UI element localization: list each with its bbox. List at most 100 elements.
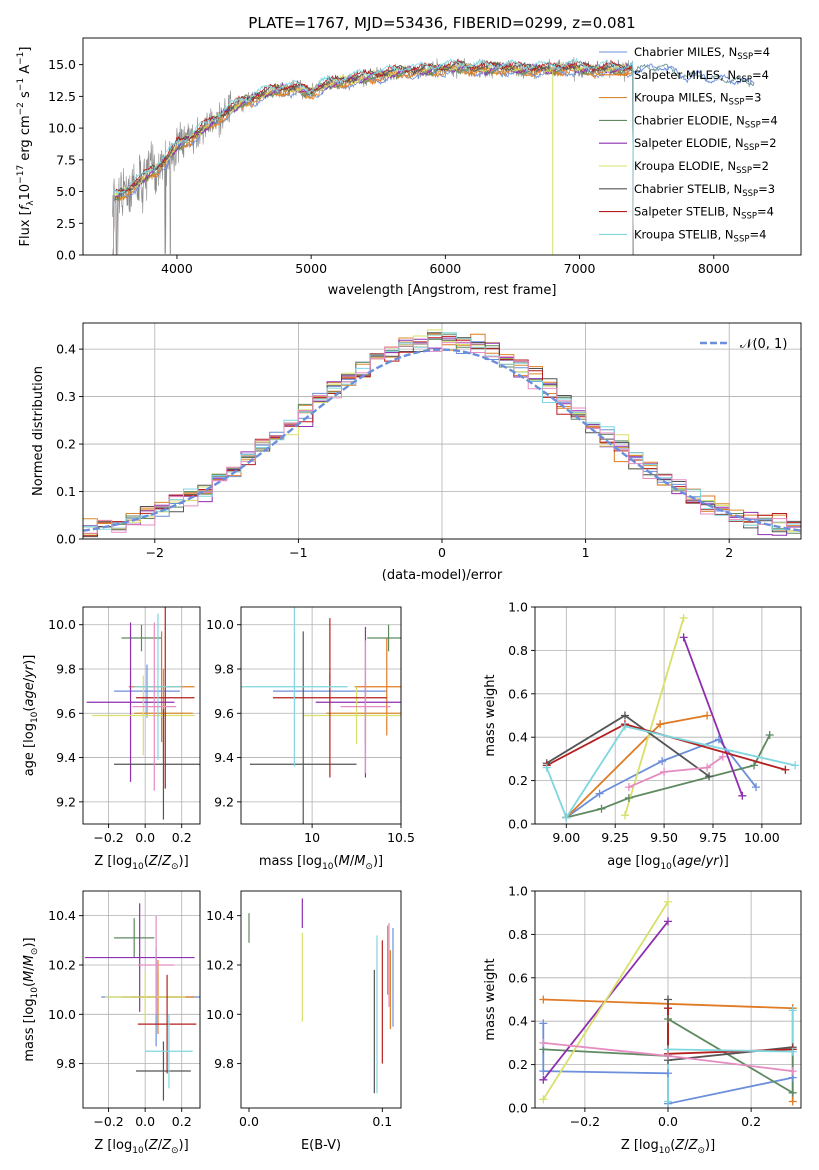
mass-weight-vs-age-panel: 9.00 9.25 9.50 9.75 10.00 0.0 0.2 0.4 0.6 0.8 1.0 a… bbox=[483, 600, 802, 872]
x-tick-label: 1 bbox=[582, 545, 590, 560]
legend-entry: Salpeter STELIB, NSSP=4 bbox=[634, 205, 774, 222]
series-line bbox=[682, 637, 744, 797]
y-tick-label: 0.8 bbox=[508, 643, 528, 658]
spectrum-panel: 4000 5000 6000 7000 8000 0.0 2.5 5.0 7.5 10.0 12.5… bbox=[16, 14, 802, 298]
observed-spectrum bbox=[112, 57, 634, 255]
y-tick-label: 0.4 bbox=[508, 730, 528, 745]
age-vs-mass-panel: 10 10.5 9.2 9.4 9.6 9.8 10.0 mass [log10(M/M⊙)] bbox=[206, 606, 415, 872]
mass-weight-vs-z-panel: −0.2 0.0 0.2 0.0 0.2 0.4 0.6 0.8 1.0 Z [log10(Z/Z… bbox=[483, 884, 802, 1156]
legend-entry: 𝒩(0, 1) bbox=[740, 337, 787, 352]
mass-vs-z-plot-area bbox=[84, 903, 200, 1101]
series-marker bbox=[539, 1075, 548, 1084]
chart-title: PLATE=1767, MJD=53436, FIBERID=0299, z=0… bbox=[248, 14, 635, 32]
x-axis-label: E(B-V) bbox=[301, 1138, 341, 1153]
y-tick-label: 0.6 bbox=[508, 970, 528, 985]
y-axis-label: mass weight bbox=[483, 958, 498, 1040]
model-extension-0 bbox=[632, 63, 755, 86]
y-tick-label: 0.3 bbox=[56, 389, 76, 404]
y-axis-label: age [log10(age/yr)] bbox=[22, 655, 40, 777]
y-tick-label: 9.8 bbox=[56, 1056, 76, 1071]
x-tick-label: 10.5 bbox=[387, 830, 415, 845]
y-tick-label: 10.4 bbox=[206, 908, 234, 923]
model-spectrum-2 bbox=[112, 63, 634, 255]
mass-weight-vs-age-frame bbox=[534, 606, 802, 825]
histogram-6 bbox=[83, 332, 801, 538]
series-marker bbox=[658, 757, 667, 766]
series-line bbox=[546, 723, 786, 771]
model-spectrum-1 bbox=[112, 65, 634, 255]
x-tick-label: 9.25 bbox=[601, 830, 629, 845]
y-tick-label: 0.1 bbox=[56, 484, 76, 499]
y-tick-label: 0.2 bbox=[508, 773, 528, 788]
legend-entry: Chabrier ELODIE, NSSP=4 bbox=[634, 113, 778, 130]
y-tick-label: 9.6 bbox=[214, 706, 234, 721]
series-marker bbox=[664, 917, 672, 926]
series-marker bbox=[620, 722, 629, 731]
y-tick-label: 10.0 bbox=[206, 1007, 234, 1022]
series-marker bbox=[620, 811, 629, 820]
x-tick-label: 0.0 bbox=[135, 830, 155, 845]
legend-entry: Kroupa STELIB, NSSP=4 bbox=[634, 227, 766, 244]
series-marker bbox=[703, 711, 712, 720]
y-axis-label: Normed distribution bbox=[31, 366, 46, 496]
series-marker bbox=[788, 1047, 797, 1056]
y-tick-label: 0.2 bbox=[56, 437, 76, 452]
x-tick-label: 0.1 bbox=[372, 1114, 392, 1129]
y-tick-label: 9.8 bbox=[56, 662, 76, 677]
x-tick-label: −2 bbox=[146, 545, 164, 560]
y-tick-label: 10.0 bbox=[48, 121, 76, 136]
spectrum-plot-area bbox=[112, 57, 755, 255]
y-tick-label: 10.2 bbox=[48, 957, 76, 972]
y-tick-label: 9.2 bbox=[56, 794, 76, 809]
mass-vs-ebv-panel: 0.0 0.1 9.8 10.0 10.2 10.4 E(B-V) bbox=[206, 890, 402, 1153]
model-spectrum-5 bbox=[112, 61, 634, 255]
series-marker bbox=[620, 711, 629, 720]
series-marker bbox=[539, 1095, 548, 1104]
series-marker bbox=[791, 761, 800, 770]
spectrum-frame bbox=[82, 37, 802, 256]
x-tick-label: 0 bbox=[438, 545, 446, 560]
x-tick-label: −0.2 bbox=[93, 830, 123, 845]
x-tick-label: 0.0 bbox=[658, 1114, 678, 1129]
x-axis-label: Z [log10(Z/Z⊙)] bbox=[621, 1138, 715, 1156]
age-vs-mass-frame bbox=[240, 606, 402, 825]
y-tick-label: 7.5 bbox=[56, 152, 76, 167]
mass-vs-z-frame bbox=[82, 890, 201, 1109]
series-marker bbox=[595, 789, 604, 798]
x-axis-label: mass [log10(M/M⊙)] bbox=[259, 854, 383, 872]
y-tick-label: 0.6 bbox=[508, 686, 528, 701]
y-axis-label: mass [log10(M/M⊙)] bbox=[22, 937, 40, 1061]
series-marker bbox=[788, 1097, 797, 1106]
residual-histogram-panel: −2 −1 0 1 2 0.0 0.1 0.2 0.3 0.4 (data-model)/error… bbox=[31, 322, 802, 583]
series-marker bbox=[539, 995, 548, 1004]
series-marker bbox=[664, 1051, 672, 1060]
series-marker bbox=[738, 791, 747, 800]
series-marker bbox=[788, 1006, 797, 1015]
x-tick-label: 0.2 bbox=[172, 1114, 192, 1129]
x-tick-label: −0.2 bbox=[570, 1114, 600, 1129]
series-line bbox=[545, 725, 796, 820]
legend-entry: Salpeter MILES, NSSP=4 bbox=[634, 68, 769, 85]
y-tick-label: 9.2 bbox=[214, 794, 234, 809]
series-marker bbox=[664, 1004, 672, 1013]
series-marker bbox=[705, 772, 714, 781]
y-tick-label: 0.0 bbox=[508, 1101, 528, 1116]
x-tick-label: −1 bbox=[289, 545, 307, 560]
y-tick-label: 12.5 bbox=[48, 89, 76, 104]
series-marker bbox=[664, 995, 672, 1004]
series-marker bbox=[714, 735, 723, 744]
histogram-pink bbox=[83, 341, 801, 534]
legend: Chabrier MILES, NSSP=4 Salpeter MILES, NS… bbox=[599, 45, 778, 244]
series-marker bbox=[679, 613, 688, 622]
y-tick-label: 5.0 bbox=[56, 184, 76, 199]
mass-vs-ebv-frame bbox=[240, 890, 402, 1109]
y-axis-label: mass weight bbox=[483, 674, 498, 756]
legend-entry: Kroupa MILES, NSSP=3 bbox=[634, 91, 761, 108]
model-spectrum-4 bbox=[112, 61, 634, 255]
x-tick-label: 8000 bbox=[698, 261, 730, 276]
series-marker bbox=[679, 633, 688, 642]
series-marker bbox=[664, 1015, 672, 1024]
series-line bbox=[565, 738, 757, 819]
x-tick-label: −0.2 bbox=[93, 1114, 123, 1129]
